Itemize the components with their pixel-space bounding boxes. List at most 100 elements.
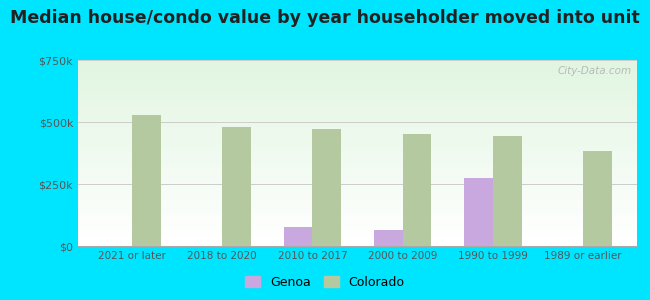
Bar xyxy=(78,62,637,64)
Bar xyxy=(78,167,637,168)
Bar xyxy=(313,129,341,246)
Bar xyxy=(78,141,637,142)
Bar xyxy=(78,79,637,80)
Bar xyxy=(78,68,637,69)
Bar xyxy=(78,225,637,226)
Bar xyxy=(78,155,637,157)
Bar xyxy=(78,115,637,116)
Bar xyxy=(78,219,637,220)
Bar xyxy=(78,113,637,115)
Bar xyxy=(78,209,637,210)
Bar xyxy=(78,242,637,244)
Bar xyxy=(78,94,637,95)
Bar xyxy=(78,237,637,238)
Bar xyxy=(464,178,493,246)
Bar xyxy=(78,204,637,205)
Bar xyxy=(78,116,637,117)
Bar xyxy=(78,106,637,107)
Bar xyxy=(78,174,637,175)
Bar xyxy=(78,95,637,96)
Bar xyxy=(78,105,637,106)
Bar xyxy=(78,187,637,188)
Bar xyxy=(78,184,637,185)
Bar xyxy=(78,188,637,189)
Bar xyxy=(78,121,637,122)
Bar xyxy=(78,143,637,144)
Bar xyxy=(78,85,637,86)
Bar xyxy=(78,66,637,68)
Bar xyxy=(78,178,637,179)
Bar xyxy=(78,227,637,229)
Bar xyxy=(78,160,637,162)
Bar xyxy=(78,91,637,92)
Bar xyxy=(78,131,637,132)
Bar xyxy=(78,80,637,81)
Bar xyxy=(402,134,432,246)
Bar xyxy=(78,193,637,194)
Bar xyxy=(78,158,637,159)
Bar xyxy=(78,240,637,241)
Bar xyxy=(78,210,637,211)
Bar xyxy=(78,82,637,84)
Bar xyxy=(78,241,637,242)
Bar xyxy=(78,101,637,102)
Bar xyxy=(78,147,637,148)
Bar xyxy=(78,96,637,97)
Bar xyxy=(78,88,637,90)
Bar xyxy=(78,196,637,198)
Bar xyxy=(78,77,637,79)
Bar xyxy=(78,208,637,209)
Bar xyxy=(493,136,521,246)
Bar xyxy=(78,245,637,246)
Bar xyxy=(78,65,637,66)
Bar xyxy=(78,151,637,152)
Bar xyxy=(78,86,637,87)
Bar xyxy=(78,140,637,141)
Bar xyxy=(78,212,637,214)
Bar xyxy=(583,151,612,246)
Bar xyxy=(78,102,637,104)
Bar xyxy=(78,76,637,77)
Bar xyxy=(78,103,637,105)
Bar xyxy=(78,172,637,173)
Bar xyxy=(78,111,637,112)
Bar xyxy=(78,117,637,118)
Bar xyxy=(78,124,637,126)
Bar xyxy=(78,230,637,231)
Bar xyxy=(78,163,637,164)
Bar xyxy=(283,227,313,246)
Bar xyxy=(78,165,637,166)
Bar xyxy=(78,136,637,137)
Bar xyxy=(78,190,637,191)
Bar xyxy=(78,69,637,70)
Bar xyxy=(78,169,637,170)
Bar xyxy=(78,75,637,76)
Bar xyxy=(78,234,637,235)
Bar xyxy=(78,159,637,160)
Bar xyxy=(78,175,637,177)
Bar xyxy=(78,123,637,124)
Bar xyxy=(78,133,637,134)
Bar xyxy=(78,128,637,129)
Bar xyxy=(78,221,637,222)
Bar xyxy=(78,149,637,151)
Bar xyxy=(78,119,637,121)
Bar xyxy=(78,231,637,232)
Bar xyxy=(78,132,637,133)
Bar xyxy=(78,108,637,110)
Bar xyxy=(78,180,637,181)
Bar xyxy=(78,129,637,131)
Bar xyxy=(78,126,637,127)
Bar xyxy=(78,107,637,108)
Bar xyxy=(78,118,637,119)
Bar xyxy=(78,157,637,158)
Bar xyxy=(78,170,637,172)
Bar xyxy=(78,216,637,217)
Bar xyxy=(78,215,637,216)
Bar xyxy=(78,206,637,208)
Bar xyxy=(78,70,637,71)
Bar xyxy=(78,189,637,190)
Bar xyxy=(78,185,637,187)
Bar xyxy=(78,244,637,245)
Bar xyxy=(78,154,637,155)
